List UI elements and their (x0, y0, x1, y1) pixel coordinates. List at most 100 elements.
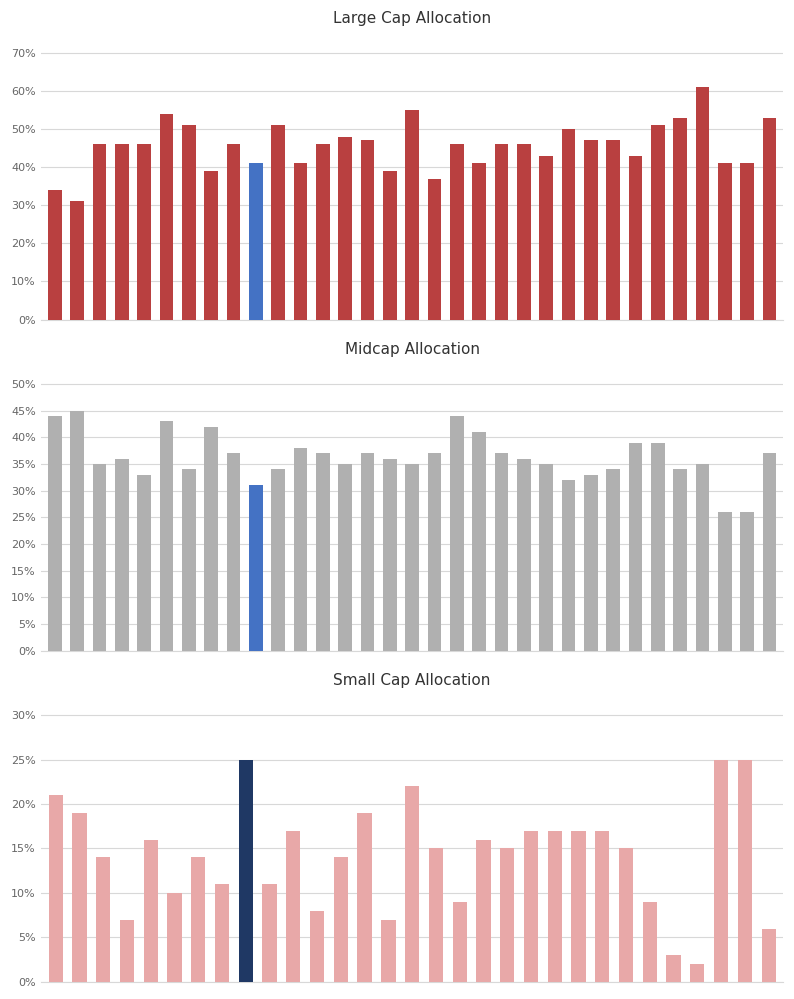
Bar (182, 470, 195, 650)
Bar (249, 486, 263, 650)
Bar (450, 144, 464, 320)
Bar (619, 848, 633, 982)
Bar (338, 137, 352, 320)
Bar (651, 125, 665, 320)
Bar (428, 454, 441, 650)
Bar (294, 163, 307, 320)
Bar (48, 416, 61, 650)
Bar (96, 857, 110, 982)
Bar (215, 884, 229, 982)
Bar (333, 857, 348, 982)
Bar (294, 448, 307, 650)
Bar (495, 454, 508, 650)
Bar (738, 759, 752, 982)
Bar (72, 813, 87, 982)
Bar (673, 470, 687, 650)
Bar (406, 464, 419, 650)
Bar (539, 156, 553, 320)
Bar (93, 464, 106, 650)
Bar (584, 141, 598, 320)
Bar (763, 118, 777, 320)
Bar (453, 902, 467, 982)
Bar (405, 786, 419, 982)
Bar (428, 179, 441, 320)
Bar (357, 813, 372, 982)
Bar (429, 848, 443, 982)
Bar (191, 857, 206, 982)
Bar (741, 163, 754, 320)
Bar (360, 141, 374, 320)
Bar (115, 144, 129, 320)
Bar (120, 920, 134, 982)
Bar (160, 114, 173, 320)
Bar (137, 144, 151, 320)
Bar (450, 416, 464, 650)
Bar (71, 202, 84, 320)
Bar (168, 893, 182, 982)
Bar (741, 512, 754, 650)
Bar (696, 87, 709, 320)
Bar (384, 459, 396, 650)
Bar (406, 110, 419, 320)
Bar (144, 839, 158, 982)
Bar (495, 144, 508, 320)
Bar (316, 454, 330, 650)
Title: Small Cap Allocation: Small Cap Allocation (333, 673, 491, 688)
Bar (761, 928, 776, 982)
Bar (517, 144, 530, 320)
Bar (360, 454, 374, 650)
Bar (204, 171, 218, 320)
Bar (696, 464, 709, 650)
Bar (286, 831, 300, 982)
Bar (718, 512, 731, 650)
Bar (629, 443, 642, 650)
Bar (204, 427, 218, 650)
Bar (71, 411, 84, 650)
Bar (48, 190, 61, 320)
Bar (227, 144, 240, 320)
Title: Large Cap Allocation: Large Cap Allocation (333, 11, 491, 26)
Bar (310, 911, 324, 982)
Bar (272, 125, 285, 320)
Bar (517, 459, 530, 650)
Bar (673, 118, 687, 320)
Bar (666, 955, 680, 982)
Bar (500, 848, 515, 982)
Bar (718, 163, 731, 320)
Bar (607, 470, 620, 650)
Bar (338, 464, 352, 650)
Bar (562, 129, 575, 320)
Bar (472, 432, 486, 650)
Bar (548, 831, 562, 982)
Bar (763, 454, 777, 650)
Bar (93, 144, 106, 320)
Bar (562, 480, 575, 650)
Bar (572, 831, 586, 982)
Bar (472, 163, 486, 320)
Bar (642, 902, 657, 982)
Bar (714, 759, 728, 982)
Bar (384, 171, 396, 320)
Bar (227, 454, 240, 650)
Bar (160, 422, 173, 650)
Bar (272, 470, 285, 650)
Bar (316, 144, 330, 320)
Bar (182, 125, 195, 320)
Bar (584, 475, 598, 650)
Bar (596, 831, 610, 982)
Bar (239, 759, 253, 982)
Bar (381, 920, 395, 982)
Bar (263, 884, 276, 982)
Bar (524, 831, 538, 982)
Bar (651, 443, 665, 650)
Bar (249, 163, 263, 320)
Bar (607, 141, 620, 320)
Bar (137, 475, 151, 650)
Bar (539, 464, 553, 650)
Bar (115, 459, 129, 650)
Bar (690, 964, 704, 982)
Bar (629, 156, 642, 320)
Bar (48, 795, 63, 982)
Bar (476, 839, 491, 982)
Title: Midcap Allocation: Midcap Allocation (345, 343, 480, 358)
